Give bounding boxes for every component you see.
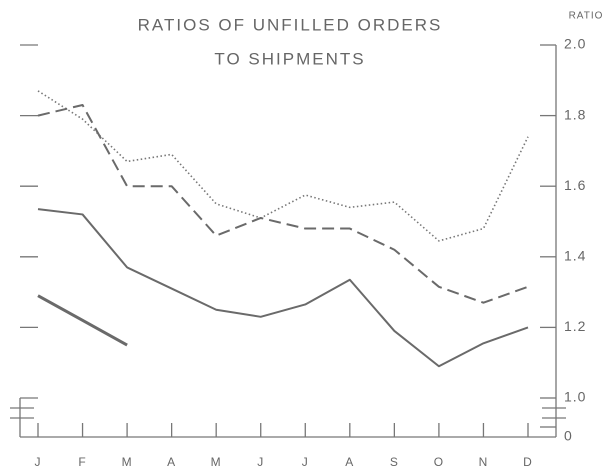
x-tick-label: J	[35, 455, 42, 469]
x-tick-label: J	[257, 455, 264, 469]
y-tick-label: 1.2	[564, 318, 586, 334]
x-tick-label: M	[211, 455, 222, 469]
x-tick-label: D	[523, 455, 533, 469]
line-series	[37, 104, 529, 304]
x-tick-label: O	[434, 455, 444, 469]
y-tick-label: 1.0	[564, 389, 586, 405]
line-series	[37, 208, 529, 368]
x-tick-label: A	[167, 455, 176, 469]
x-tick-label: N	[479, 455, 489, 469]
y-axis-label: RATIO	[569, 11, 604, 22]
y-tick-label: 1.6	[564, 177, 586, 193]
chart-title: TO SHIPMENTS	[214, 49, 365, 68]
chart-title: RATIOS OF UNFILLED ORDERS	[138, 15, 443, 34]
y-tick-label: 1.4	[564, 248, 586, 264]
line-series	[37, 90, 529, 242]
x-tick-label: F	[78, 455, 86, 469]
x-tick-label: M	[122, 455, 133, 469]
x-tick-label: S	[390, 455, 399, 469]
y-tick-label: 2.0	[564, 36, 586, 52]
line-series	[37, 294, 128, 347]
x-tick-label: J	[302, 455, 309, 469]
y-tick-label: 1.8	[564, 106, 586, 122]
y-tick-label: 0	[564, 428, 573, 444]
x-tick-label: A	[345, 455, 354, 469]
